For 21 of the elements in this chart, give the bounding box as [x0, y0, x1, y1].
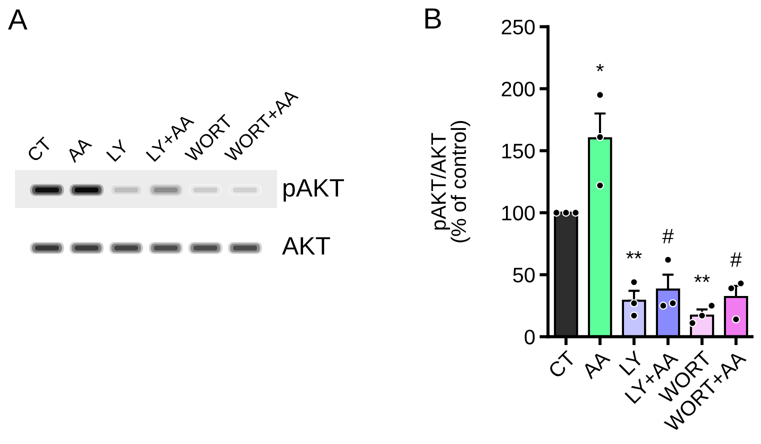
y-tick-label: 250: [502, 20, 535, 34]
text: pAKT: [284, 179, 344, 202]
y-tick-label: 0: [524, 330, 535, 344]
x-tick-label: AA: [580, 350, 611, 380]
y-tick-label: 50: [513, 268, 535, 282]
y-axis-title: pAKT/AKT (% of control): [430, 121, 470, 242]
text: A: [8, 9, 28, 30]
y-tick-label: 200: [502, 82, 535, 96]
annotation: *: [596, 64, 604, 72]
text: AKT: [282, 237, 330, 254]
category-label: AA: [66, 136, 92, 163]
annotation: **: [694, 274, 710, 282]
category-label: LY: [106, 138, 130, 162]
y-tick-label: 150: [502, 144, 535, 158]
x-tick-label: CT: [548, 350, 577, 379]
annotation: #: [662, 228, 674, 244]
annotation: **: [626, 251, 642, 259]
category-label: CT: [26, 136, 52, 162]
chart-title: B: [425, 8, 441, 29]
y-tick-label: 100: [502, 206, 535, 220]
annotation: #: [730, 252, 742, 267]
